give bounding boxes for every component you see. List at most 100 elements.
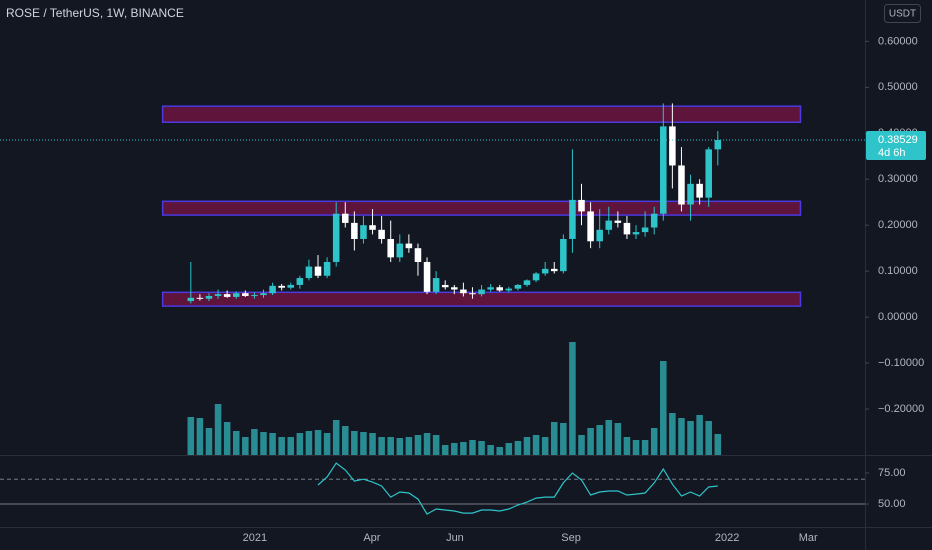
volume-bar	[296, 433, 304, 455]
volume-bar	[196, 418, 204, 455]
zone	[161, 105, 802, 124]
currency-button[interactable]	[884, 4, 921, 23]
volume-bar	[242, 437, 249, 455]
y-tick-label: 0.60000	[878, 35, 918, 47]
y-tick-label: 0.20000	[878, 219, 918, 231]
x-tick-label: 2022	[715, 532, 739, 544]
volume-bar	[523, 437, 531, 455]
candle-body	[332, 213, 340, 262]
candle-body	[578, 199, 585, 212]
candle-body	[650, 213, 658, 228]
candle-body	[550, 268, 558, 272]
volume-bar	[532, 435, 540, 455]
volume-bar	[314, 430, 322, 455]
volume-bar	[569, 342, 576, 455]
y-tick-label: 75.00	[878, 467, 906, 479]
volume-bar	[305, 431, 313, 455]
volume-bar	[623, 437, 631, 455]
candle-body	[441, 284, 449, 288]
currency-label[interactable]: USDT	[889, 9, 916, 20]
candle-body	[314, 266, 322, 276]
volume-bar	[505, 443, 513, 455]
volume-bar	[405, 437, 413, 455]
candle-body	[560, 238, 567, 272]
candle-body	[278, 285, 285, 288]
y-tick-label: 0.10000	[878, 265, 918, 277]
volume-bar	[287, 437, 295, 455]
candle-body	[296, 278, 304, 285]
volume-bar	[432, 435, 440, 455]
candle-body	[423, 261, 431, 292]
volume-bar	[641, 440, 649, 455]
candle-body	[687, 183, 694, 205]
volume-bar	[650, 428, 658, 455]
candle-body	[641, 227, 649, 233]
candle-body	[387, 238, 394, 258]
volume-bar	[251, 429, 258, 455]
candle-body	[596, 229, 603, 242]
volume-bar	[469, 440, 476, 455]
last-price-label: 0.38529	[878, 134, 918, 146]
volume-bar	[560, 423, 567, 455]
x-tick-label: 2021	[243, 532, 267, 544]
volume-bar	[214, 404, 222, 455]
volume-bar	[323, 433, 331, 455]
volume-bar	[387, 437, 394, 455]
candle-body	[223, 294, 231, 297]
candle-body	[705, 149, 712, 198]
candle-body	[632, 232, 640, 235]
candle-body	[532, 273, 540, 281]
candle-body	[323, 261, 331, 276]
candle-body	[478, 289, 485, 295]
chart-title: ROSE / TetherUS, 1W, BINANCE	[6, 6, 184, 20]
candle-body	[541, 268, 549, 274]
candle-body	[251, 295, 258, 297]
volume-bar	[678, 418, 685, 455]
candle-body	[196, 297, 204, 299]
volume-bar	[360, 432, 367, 455]
candle-body	[287, 284, 295, 288]
candle-body	[614, 220, 622, 223]
volume-bar	[578, 435, 585, 455]
volume-bar	[669, 413, 676, 455]
volume-bar	[451, 443, 458, 455]
candle-body	[505, 288, 513, 291]
volume-bar	[714, 434, 722, 455]
volume-bar	[423, 433, 431, 455]
volume-bar	[605, 420, 613, 455]
volume-bar	[260, 432, 267, 455]
volume-bar	[541, 437, 549, 455]
volume-bar	[396, 438, 404, 455]
volume-bar	[460, 442, 467, 455]
volume-bar	[205, 428, 213, 455]
y-tick-label: −0.10000	[878, 357, 924, 369]
candle-body	[678, 165, 685, 205]
volume-bar	[687, 421, 694, 455]
countdown-label: 4d 6h	[878, 147, 906, 159]
volume-bar	[514, 441, 522, 455]
volume-bar	[614, 423, 622, 455]
candle-body	[269, 285, 276, 294]
candle-body	[378, 229, 385, 239]
y-tick-label: −0.20000	[878, 403, 924, 415]
candle-body	[469, 293, 476, 295]
volume-bar	[223, 422, 231, 455]
candle-body	[342, 213, 349, 223]
candle-body	[205, 295, 213, 299]
candle-body	[414, 248, 422, 262]
candle-body	[714, 140, 722, 150]
candle-body	[351, 222, 358, 239]
candle-body	[305, 266, 313, 279]
volume-bar	[232, 431, 240, 455]
candle-body	[660, 126, 667, 214]
candle-body	[569, 199, 576, 239]
volume-bar	[660, 361, 667, 455]
y-tick-label: 0.30000	[878, 173, 918, 185]
zone	[161, 200, 802, 216]
y-tick-label: 0.00000	[878, 311, 918, 323]
volume-bar	[187, 417, 195, 455]
x-tick-label: Sep	[561, 532, 581, 544]
candle-body	[669, 126, 676, 166]
